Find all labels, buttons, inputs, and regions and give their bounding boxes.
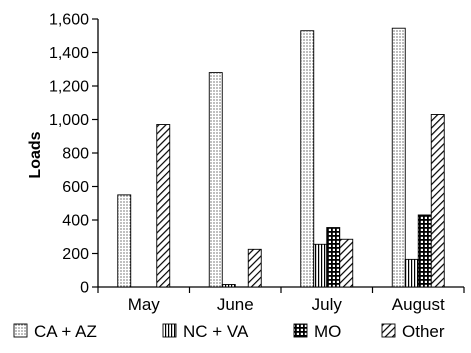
bar [404, 258, 419, 288]
y-tick-label: 1,200 [49, 79, 89, 96]
legend-label: CA + AZ [34, 322, 97, 341]
bar [208, 72, 223, 288]
legend-label: NC + VA [183, 322, 249, 341]
bar [430, 114, 445, 288]
bar [117, 194, 132, 288]
bar [221, 284, 236, 288]
y-tick-label: 1,600 [49, 12, 89, 29]
x-tick-label: July [312, 295, 343, 314]
y-tick-label: 0 [80, 280, 89, 297]
legend-swatch [13, 323, 28, 338]
y-tick-label: 400 [62, 213, 89, 230]
legend: CA + AZ NC + VA MO Other [13, 322, 445, 341]
bar [156, 124, 171, 288]
y-tick-label: 800 [62, 146, 89, 163]
y-axis: 0 200 400 600 800 1,000 1,200 1,400 1,600 [49, 12, 99, 297]
x-tick-label: August [392, 295, 445, 314]
bar [339, 238, 354, 288]
y-tick-label: 600 [62, 179, 89, 196]
legend-swatch [381, 323, 396, 338]
legend-swatch [293, 323, 308, 338]
y-tick-label: 1,400 [49, 45, 89, 62]
legend-label: MO [314, 322, 341, 341]
y-tick-label: 200 [62, 246, 89, 263]
x-axis: May June July August [97, 286, 465, 314]
bar [300, 30, 315, 288]
x-tick-label: May [128, 295, 161, 314]
bars [117, 27, 445, 288]
x-tick-label: June [217, 295, 254, 314]
bar [391, 27, 406, 288]
y-axis-title: Loads [27, 131, 44, 178]
bar [247, 248, 262, 288]
bar [326, 227, 341, 288]
legend-label: Other [402, 322, 445, 341]
legend-swatch [162, 323, 177, 338]
bar [313, 243, 328, 288]
bar [417, 214, 432, 288]
y-tick-label: 1,000 [49, 112, 89, 129]
